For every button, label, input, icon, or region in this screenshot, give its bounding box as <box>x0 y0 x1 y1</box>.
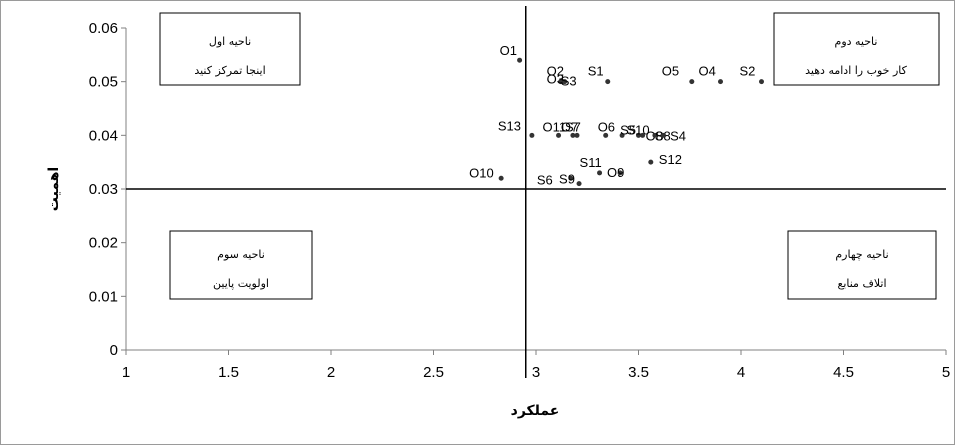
point-label-s6: S6 <box>537 172 553 187</box>
data-point-o1 <box>517 57 523 63</box>
y-tick-label: 0.03 <box>89 181 118 198</box>
data-point-s5 <box>619 132 625 138</box>
y-tick-label: 0.04 <box>89 127 118 144</box>
point-label-o6: O6 <box>598 119 615 134</box>
x-tick-label: 1.5 <box>218 364 239 381</box>
ticks-layer: 1 1.5 2 2.5 3 3.5 4 4.5 5 0 0.01 0.02 0.03 0.04 0.05 0.… <box>89 20 950 381</box>
data-point-s10 <box>636 132 641 138</box>
x-tick-label: 2 <box>327 364 335 381</box>
point-label-s2: S2 <box>740 64 756 79</box>
quadrant-box-1: ناحیه اول اینجا تمرکز کنید <box>159 12 301 86</box>
quadrant-1-title: ناحیه اول <box>209 35 251 48</box>
x-tick-label: 4.5 <box>833 364 854 381</box>
quadrant-4-text: اتلاف منابع <box>837 277 886 290</box>
point-label-s1: S1 <box>588 64 604 79</box>
y-tick-label: 0.02 <box>89 235 118 252</box>
quadrant-box-2: ناحیه دوم کار خوب را ادامه دهید <box>773 12 940 86</box>
quadrant-4-title: ناحیه چهارم <box>835 248 888 261</box>
data-point-o3 <box>558 79 564 85</box>
point-label-s9: S9 <box>559 172 575 187</box>
data-point-o6 <box>603 132 609 138</box>
point-label-s12: S12 <box>659 152 682 167</box>
x-tick-label: 3.5 <box>628 364 649 381</box>
x-axis-title: عملکرد <box>511 403 560 419</box>
y-axis-title: اهمیت <box>46 167 62 211</box>
point-label-o4: O4 <box>699 64 716 79</box>
data-point-s11 <box>597 170 603 176</box>
axes-layer <box>125 6 946 378</box>
point-label-s7: S7 <box>565 119 581 134</box>
point-label-o11: O11 <box>543 119 567 134</box>
point-label-s13: S13 <box>498 118 521 133</box>
x-tick-label: 1 <box>122 364 130 381</box>
data-point-s9 <box>576 181 582 187</box>
data-point-s13 <box>529 132 535 138</box>
data-point-o11 <box>556 132 562 138</box>
quadrant-2-text: کار خوب را ادامه دهید <box>805 64 907 77</box>
point-label-o2: O2 <box>547 64 564 79</box>
data-point-s2 <box>759 79 764 85</box>
point-label-o1: O1 <box>500 43 517 58</box>
point-label-s3: S3 <box>561 74 577 89</box>
x-tick-label: 5 <box>942 364 950 381</box>
quadrant-box-3: ناحیه سوم اولویت پایین <box>169 230 313 300</box>
quadrant-3-title: ناحیه سوم <box>217 248 265 261</box>
point-label-s11: S11 <box>580 155 602 170</box>
x-tick-label: 4 <box>737 364 745 381</box>
y-tick-label: 0 <box>110 342 118 359</box>
data-point-o7 <box>570 132 576 138</box>
point-label-o7: O7 <box>561 119 578 134</box>
quadrant-3-text: اولویت پایین <box>213 277 269 290</box>
data-point-o4 <box>718 79 723 85</box>
data-point-s3 <box>562 79 568 85</box>
quadrant-box-4: ناحیه چهارم اتلاف منابع <box>787 230 937 300</box>
point-label-s4: S4 <box>670 128 686 143</box>
point-label-o9: O9 <box>607 165 624 180</box>
point-label-o5: O5 <box>662 64 679 79</box>
quadrant-2-title: ناحیه دوم <box>835 35 878 48</box>
data-point-s8 <box>652 132 658 138</box>
y-tick-label: 0.05 <box>89 74 118 91</box>
quadrant-1-text: اینجا تمرکز کنید <box>194 64 265 77</box>
points-layer: O1O2O3S3S1O5O4S2S13O11O7S7O6S5S10O8S8S4O… <box>469 43 764 187</box>
x-tick-label: 3 <box>532 364 540 381</box>
data-point-o8 <box>640 132 646 138</box>
x-tick-label: 2.5 <box>423 364 444 381</box>
data-point-o9 <box>617 170 623 176</box>
point-label-s5: S5 <box>620 122 636 137</box>
point-label-o10: O10 <box>469 165 494 180</box>
data-point-s6 <box>568 175 574 181</box>
data-point-o10 <box>498 175 504 181</box>
y-tick-label: 0.06 <box>89 20 118 37</box>
data-point-o5 <box>689 79 695 85</box>
data-point-s7 <box>574 132 580 138</box>
point-label-o3: O3 <box>547 72 564 87</box>
y-tick-label: 0.01 <box>89 288 118 305</box>
data-point-s12 <box>648 159 654 165</box>
data-point-s4 <box>660 132 666 138</box>
data-point-s1 <box>605 79 611 85</box>
